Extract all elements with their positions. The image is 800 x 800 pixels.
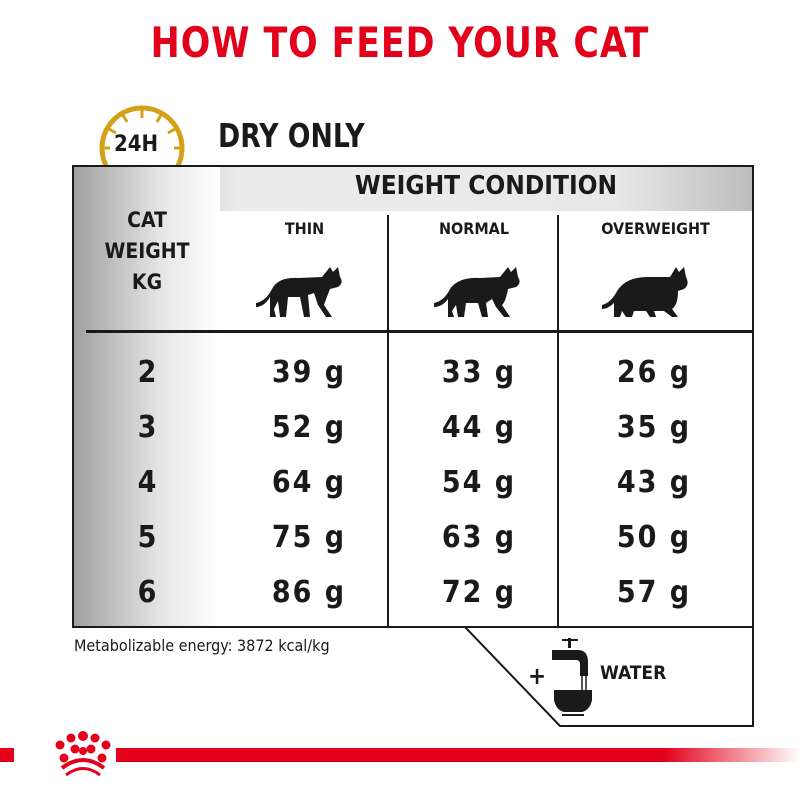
water-box bbox=[464, 626, 754, 727]
cell: 63 g bbox=[441, 520, 517, 555]
row-kg: 6 bbox=[137, 575, 157, 610]
column-overweight: OVERWEIGHT bbox=[601, 219, 710, 238]
cell: 52 g bbox=[271, 410, 347, 445]
crown-logo-icon bbox=[55, 731, 111, 777]
cell: 43 g bbox=[616, 465, 692, 500]
page-title: HOW TO FEED YOUR CAT bbox=[150, 18, 650, 67]
cell: 44 g bbox=[441, 410, 517, 445]
brand-bar-left bbox=[0, 748, 14, 762]
brand-bar bbox=[116, 748, 800, 762]
header-line: CAT bbox=[127, 208, 167, 232]
divider bbox=[387, 215, 389, 626]
feeding-table: WEIGHT CONDITION CAT WEIGHT KG THIN NORM… bbox=[72, 165, 754, 628]
cell: 26 g bbox=[616, 355, 692, 390]
water-label: WATER bbox=[600, 662, 667, 684]
header-line: WEIGHT bbox=[104, 239, 190, 263]
cell: 33 g bbox=[441, 355, 517, 390]
row-kg: 5 bbox=[137, 520, 157, 555]
column-thin: THIN bbox=[284, 219, 325, 238]
cell: 86 g bbox=[271, 575, 347, 610]
cat-weight-header: CAT WEIGHT KG bbox=[74, 205, 220, 298]
energy-note: Metabolizable energy: 3872 kcal/kg bbox=[74, 636, 330, 655]
clock-icon: 24H bbox=[96, 102, 192, 170]
row-kg: 4 bbox=[137, 465, 157, 500]
normal-cat-icon bbox=[434, 267, 520, 317]
header-divider bbox=[86, 330, 752, 333]
cell: 72 g bbox=[441, 575, 517, 610]
row-kg: 3 bbox=[137, 410, 157, 445]
tap-water-icon bbox=[552, 638, 592, 716]
cell: 64 g bbox=[271, 465, 347, 500]
weight-condition-header: WEIGHT CONDITION bbox=[354, 171, 618, 201]
cell: 75 g bbox=[271, 520, 347, 555]
cell: 35 g bbox=[616, 410, 692, 445]
clock-label: 24H bbox=[114, 132, 159, 157]
weight-column-bg bbox=[74, 167, 220, 626]
subtitle: DRY ONLY bbox=[218, 116, 365, 155]
header-line: KG bbox=[131, 270, 163, 294]
divider bbox=[557, 215, 559, 626]
plus-sign: + bbox=[528, 662, 547, 690]
cell: 39 g bbox=[271, 355, 347, 390]
row-kg: 2 bbox=[137, 355, 157, 390]
thin-cat-icon bbox=[256, 267, 342, 317]
overweight-cat-icon bbox=[602, 267, 688, 317]
cell: 50 g bbox=[616, 520, 692, 555]
cell: 54 g bbox=[441, 465, 517, 500]
cell: 57 g bbox=[616, 575, 692, 610]
column-normal: NORMAL bbox=[438, 219, 509, 238]
